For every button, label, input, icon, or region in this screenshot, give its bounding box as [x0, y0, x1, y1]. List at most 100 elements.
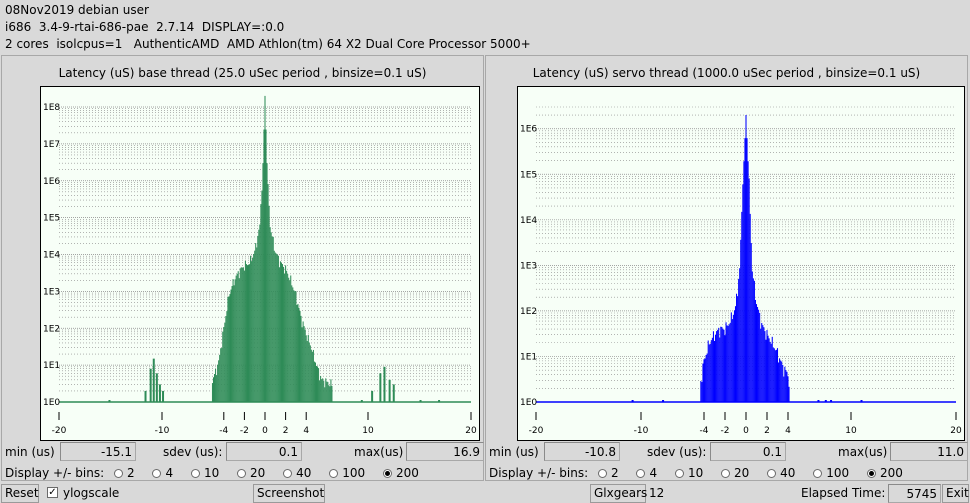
radio-icon — [598, 469, 607, 478]
servo-bins-radio-20[interactable]: 20 — [721, 466, 749, 480]
base-bar — [236, 273, 238, 402]
base-bar — [275, 253, 277, 402]
base-bins-radio-200[interactable]: 200 — [383, 466, 419, 480]
bottom-toolbar: Reset ✓ ylogscale Screenshot Glxgears 12… — [0, 484, 970, 503]
base-min-value: -15.1 — [60, 442, 136, 461]
base-max-value: 16.9 — [406, 442, 484, 461]
servo-bins-radio-4[interactable]: 4 — [636, 466, 657, 480]
base-bar — [295, 291, 297, 402]
servo-bar — [780, 360, 782, 402]
base-bar — [309, 345, 311, 402]
servo-bar — [729, 322, 731, 402]
servo-bar — [737, 296, 739, 402]
servo-bar — [784, 366, 786, 402]
servo-bar — [765, 339, 767, 402]
servo-bar — [752, 278, 754, 402]
base-bar — [329, 386, 331, 402]
base-bar — [229, 294, 231, 402]
base-bar — [315, 365, 318, 402]
glxgears-count: 12 — [649, 486, 665, 500]
servo-bar — [766, 330, 768, 402]
servo-bar — [753, 280, 755, 402]
base-xtick-label: 4 — [303, 426, 309, 436]
radio-icon — [237, 469, 247, 478]
servo-bar — [779, 358, 781, 402]
base-bins-radio-40[interactable]: 40 — [283, 466, 311, 480]
servo-stats-row: min (us) -10.8 sdev (us): 0.1 max(us) 11… — [486, 442, 968, 462]
base-bar — [277, 255, 279, 402]
base-bar — [241, 267, 243, 402]
base-bar — [242, 267, 244, 402]
base-bins-radio-group: 2 4 10 20 40 100 200 — [114, 466, 433, 480]
base-sdev-label: sdev (us): — [163, 445, 223, 459]
ylogscale-checkbox[interactable]: ✓ — [47, 487, 58, 498]
base-bar — [320, 376, 322, 402]
servo-bar — [731, 319, 733, 402]
servo-bar — [717, 329, 719, 402]
servo-bins-radio-200[interactable]: 200 — [867, 466, 903, 480]
servo-bar — [725, 322, 727, 402]
base-plot-title: Latency (uS) base thread (25.0 uSec peri… — [58, 66, 427, 80]
base-ytick-label: 1E0 — [43, 398, 60, 408]
base-bar — [264, 95, 266, 402]
servo-bins-radio-2[interactable]: 2 — [598, 466, 619, 480]
servo-bar — [775, 349, 777, 402]
elapsed-time-value: 5745 — [888, 484, 941, 503]
base-bar — [243, 270, 245, 402]
base-stats-row: min (us) -15.1 sdev (us): 0.1 max(us) 16… — [2, 442, 484, 462]
servo-xtick-label: 20 — [950, 426, 962, 436]
base-ytick-label: 1E7 — [43, 140, 60, 150]
base-bins-radio-2[interactable]: 2 — [114, 466, 135, 480]
base-bar — [313, 361, 315, 402]
base-bar — [321, 379, 323, 402]
servo-thread-panel: Latency (uS) servo thread (1000.0 uSec p… — [485, 55, 968, 481]
radio-icon — [283, 469, 293, 478]
base-bar — [279, 261, 281, 402]
exit-button[interactable]: Exit — [942, 484, 969, 503]
servo-bar — [720, 326, 722, 402]
base-bar — [327, 381, 329, 402]
base-xtick-label: -4 — [219, 426, 228, 436]
base-bar — [278, 267, 280, 402]
reset-button[interactable]: Reset — [1, 484, 39, 503]
base-ytick-label: 1E6 — [43, 177, 60, 187]
servo-bins-row: Display +/- bins: 2 4 10 20 40 100 200 — [486, 463, 967, 483]
servo-outlier-bar — [631, 400, 634, 402]
base-outlier-bar — [419, 400, 422, 402]
base-bins-radio-20[interactable]: 20 — [237, 466, 265, 480]
base-bar — [330, 379, 332, 402]
servo-bar — [740, 239, 742, 402]
screenshot-button[interactable]: Screenshot — [253, 484, 325, 503]
base-bar — [257, 235, 259, 402]
servo-bins-radio-100[interactable]: 100 — [813, 466, 849, 480]
servo-sdev-value: 0.1 — [710, 442, 786, 461]
servo-max-value: 11.0 — [890, 442, 968, 461]
base-bar — [269, 227, 271, 402]
servo-bins-radio-40[interactable]: 40 — [767, 466, 795, 480]
servo-bar — [751, 271, 753, 402]
servo-bar — [739, 268, 741, 402]
base-bar — [291, 285, 293, 402]
elapsed-time-label: Elapsed Time: — [801, 486, 886, 500]
servo-bins-radio-10[interactable]: 10 — [674, 466, 703, 480]
servo-bar — [755, 304, 758, 402]
base-bar — [322, 378, 324, 402]
base-bins-radio-100[interactable]: 100 — [329, 466, 365, 480]
radio-icon — [190, 469, 200, 478]
base-xtick-label: -20 — [52, 426, 67, 436]
servo-bar — [788, 386, 790, 402]
base-outlier-bar — [383, 366, 386, 402]
base-bar — [235, 275, 237, 402]
base-bar — [323, 380, 325, 402]
base-bar — [328, 385, 330, 402]
base-bins-row: Display +/- bins: 2 4 10 20 40 100 200 — [2, 463, 483, 483]
base-bins-radio-4[interactable]: 4 — [152, 466, 173, 480]
base-xtick-label: 2 — [283, 426, 289, 436]
base-ytick-label: 1E8 — [43, 103, 60, 113]
glxgears-button[interactable]: Glxgears — [590, 484, 647, 503]
servo-bar — [736, 293, 738, 402]
servo-bar — [760, 328, 762, 402]
servo-bar — [772, 347, 774, 402]
base-bins-radio-10[interactable]: 10 — [190, 466, 219, 480]
base-bar — [240, 267, 242, 402]
